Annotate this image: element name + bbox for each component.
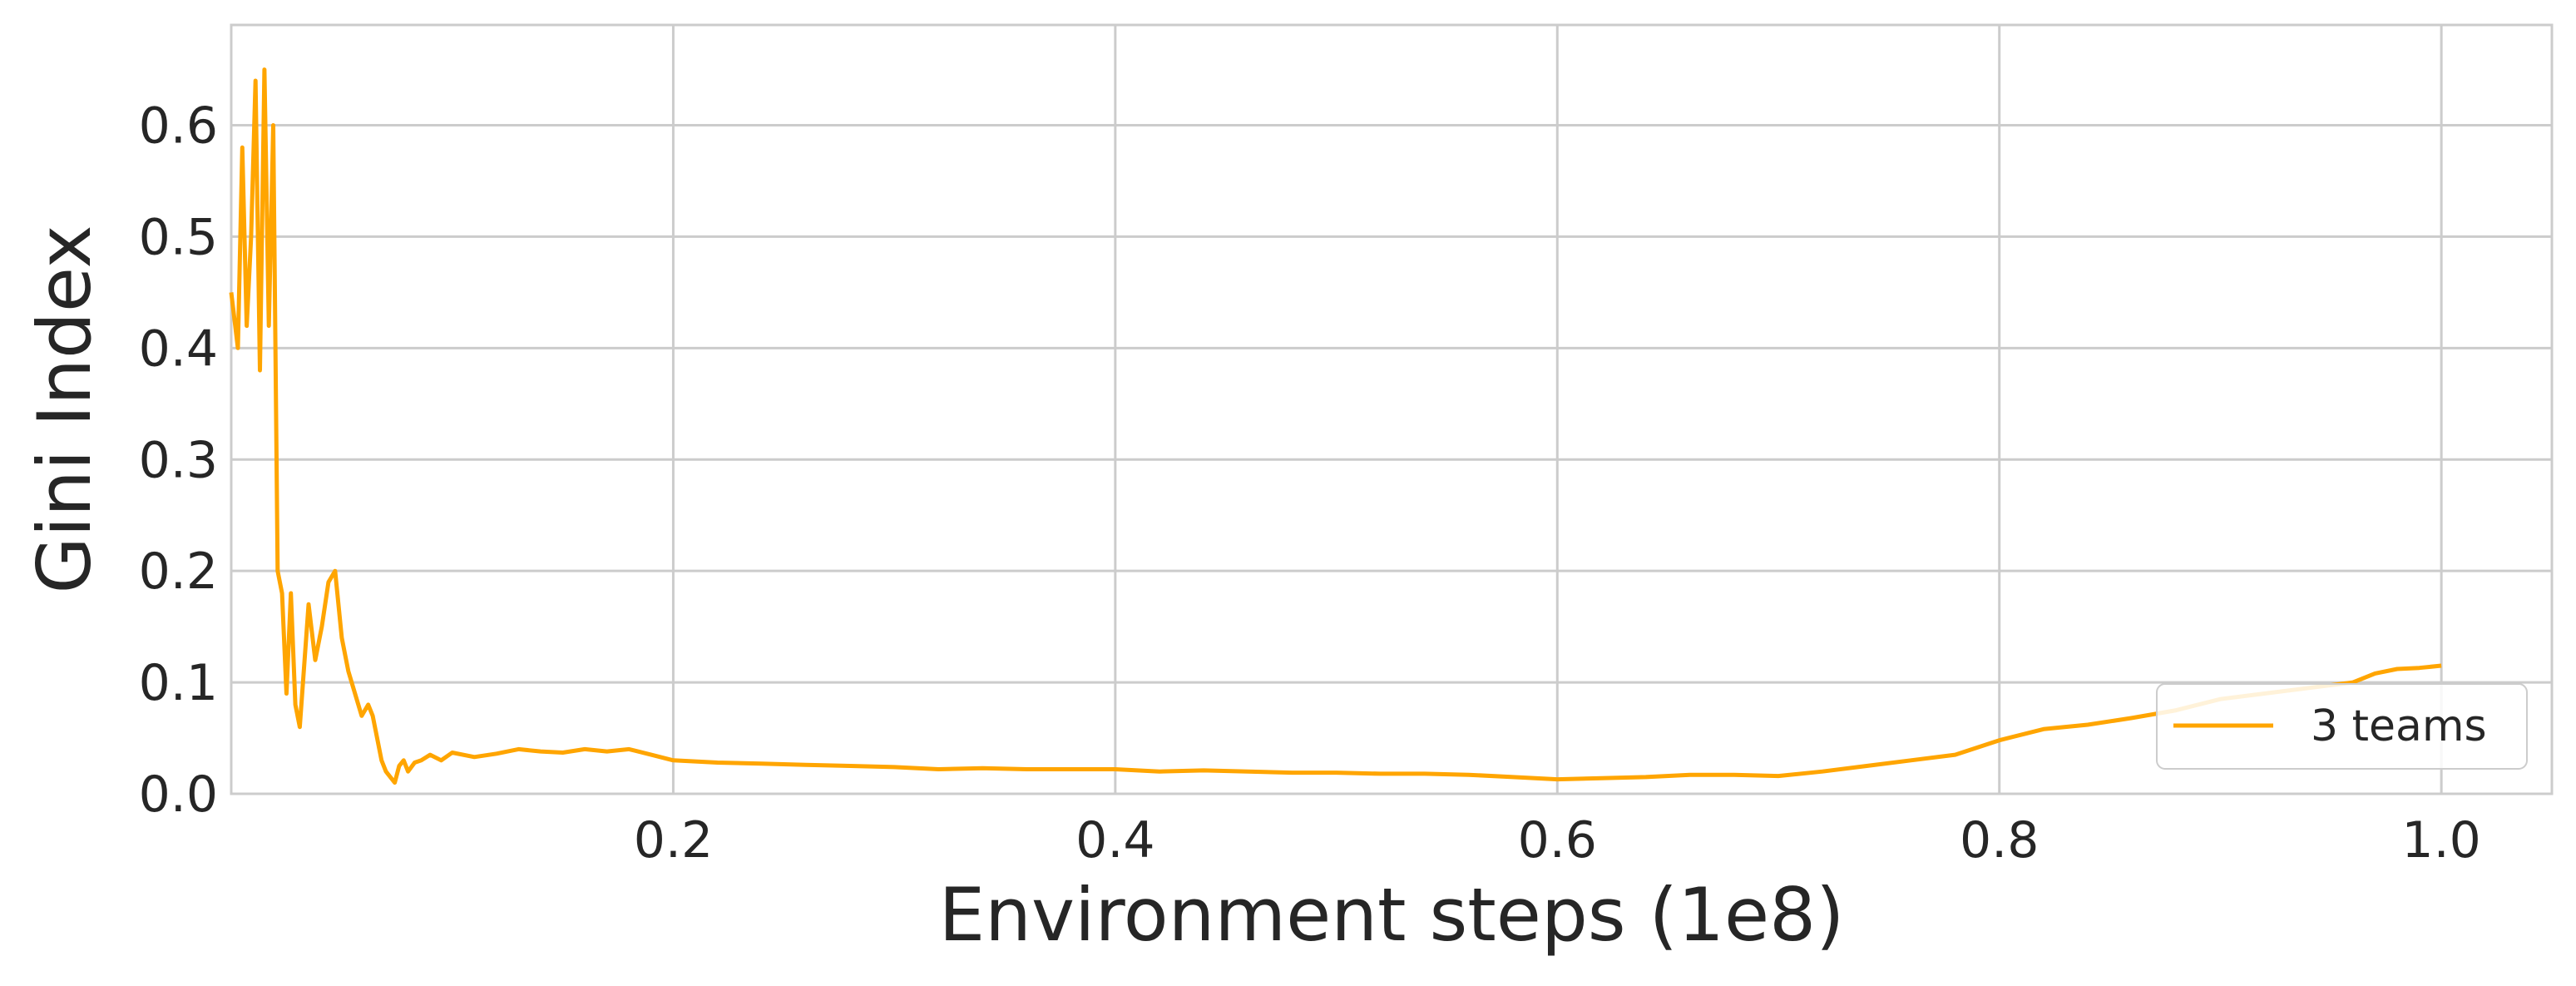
x-tick-labels: 0.2 0.4 0.6 0.8 1.0 [634,811,2481,870]
y-tick-label: 0.6 [139,97,218,156]
x-tick-label: 0.8 [1960,811,2039,870]
y-tick-label: 0.2 [139,543,218,601]
x-tick-label: 0.6 [1518,811,1597,870]
series-line [229,67,2442,785]
x-tick-label: 0.2 [634,811,713,870]
legend: 3 teams [2156,683,2528,770]
plot-frame [230,23,2554,795]
legend-box [2156,683,2528,770]
x-axis-title: Environment steps (1e8) [939,872,1845,958]
y-axis-title: Gini Index [22,225,107,593]
y-tick-label: 0.5 [139,208,218,266]
y-tick-label: 0.0 [139,766,218,824]
y-tick-labels: 0.0 0.1 0.2 0.3 0.4 0.5 0.6 [139,97,218,824]
legend-label: 3 teams [2311,701,2487,751]
y-tick-label: 0.1 [139,654,218,712]
x-tick-label: 0.4 [1075,811,1155,870]
x-tick-label: 1.0 [2401,811,2480,870]
y-tick-label: 0.3 [139,431,218,489]
y-tick-label: 0.4 [139,320,218,378]
series-layer [229,67,2442,785]
